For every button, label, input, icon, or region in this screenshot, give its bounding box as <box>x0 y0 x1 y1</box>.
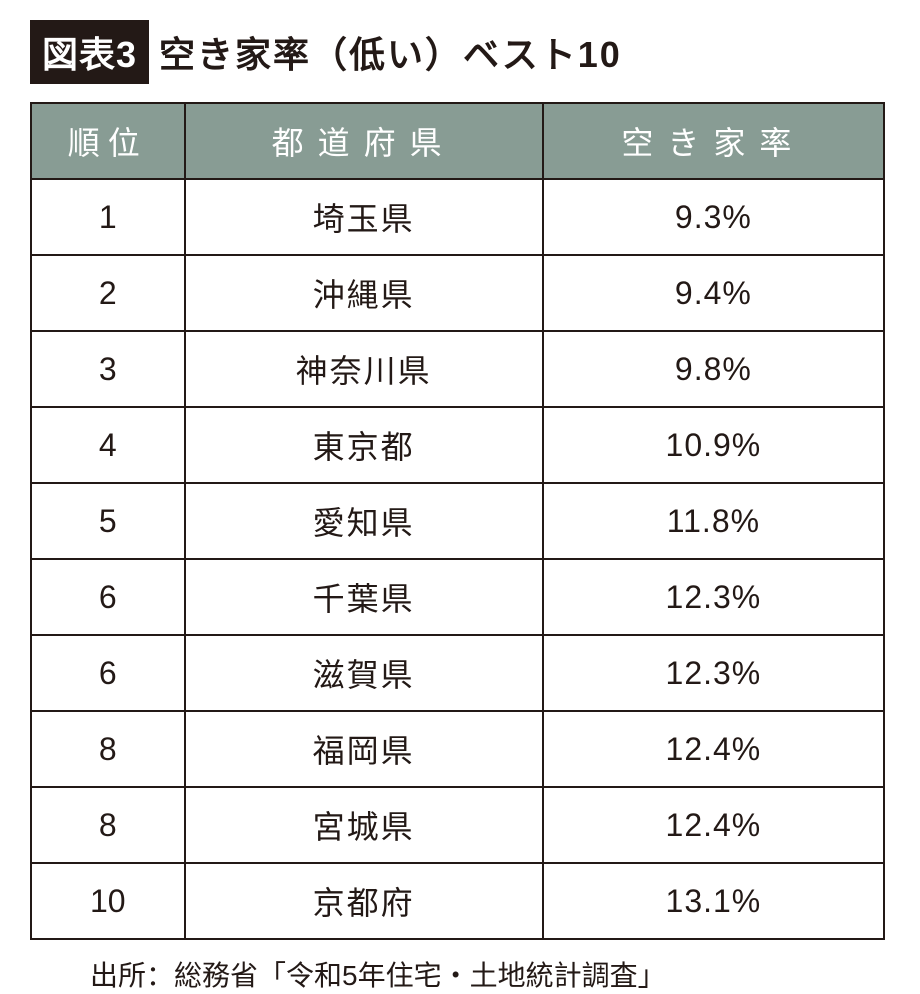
figure-title-row: 図表3 空き家率（低い）ベスト10 <box>30 20 885 84</box>
source-note: 出所：総務省「令和5年住宅・土地統計調査」 <box>30 954 885 994</box>
cell-prefecture: 埼玉県 <box>185 179 543 255</box>
cell-prefecture: 宮城県 <box>185 787 543 863</box>
table-row: 5 愛知県 11.8% <box>31 483 884 559</box>
figure-title: 空き家率（低い）ベスト10 <box>159 26 622 78</box>
table-body: 1 埼玉県 9.3% 2 沖縄県 9.4% 3 神奈川県 9.8% 4 東京都 … <box>31 179 884 939</box>
cell-rank: 8 <box>31 787 185 863</box>
cell-rank: 4 <box>31 407 185 483</box>
cell-prefecture: 京都府 <box>185 863 543 939</box>
cell-prefecture: 滋賀県 <box>185 635 543 711</box>
cell-prefecture: 神奈川県 <box>185 331 543 407</box>
cell-rank: 6 <box>31 635 185 711</box>
column-header-rate: 空き家率 <box>543 103 884 179</box>
cell-rank: 1 <box>31 179 185 255</box>
table-row: 2 沖縄県 9.4% <box>31 255 884 331</box>
cell-rate: 10.9% <box>543 407 884 483</box>
ranking-table: 順位 都道府県 空き家率 1 埼玉県 9.3% 2 沖縄県 9.4% 3 神奈川… <box>30 102 885 940</box>
table-row: 8 宮城県 12.4% <box>31 787 884 863</box>
cell-rate: 12.3% <box>543 559 884 635</box>
cell-rate: 11.8% <box>543 483 884 559</box>
cell-rank: 5 <box>31 483 185 559</box>
cell-prefecture: 千葉県 <box>185 559 543 635</box>
cell-rate: 9.8% <box>543 331 884 407</box>
cell-prefecture: 愛知県 <box>185 483 543 559</box>
cell-prefecture: 福岡県 <box>185 711 543 787</box>
cell-rate: 12.4% <box>543 787 884 863</box>
table-row: 10 京都府 13.1% <box>31 863 884 939</box>
figure-badge: 図表3 <box>30 20 149 84</box>
cell-rate: 12.4% <box>543 711 884 787</box>
table-row: 8 福岡県 12.4% <box>31 711 884 787</box>
cell-prefecture: 東京都 <box>185 407 543 483</box>
column-header-prefecture: 都道府県 <box>185 103 543 179</box>
cell-rank: 3 <box>31 331 185 407</box>
cell-rate: 13.1% <box>543 863 884 939</box>
cell-rate: 12.3% <box>543 635 884 711</box>
table-row: 4 東京都 10.9% <box>31 407 884 483</box>
table-row: 1 埼玉県 9.3% <box>31 179 884 255</box>
table-row: 6 千葉県 12.3% <box>31 559 884 635</box>
cell-rank: 6 <box>31 559 185 635</box>
cell-prefecture: 沖縄県 <box>185 255 543 331</box>
cell-rate: 9.3% <box>543 179 884 255</box>
cell-rank: 10 <box>31 863 185 939</box>
table-row: 6 滋賀県 12.3% <box>31 635 884 711</box>
table-row: 3 神奈川県 9.8% <box>31 331 884 407</box>
cell-rate: 9.4% <box>543 255 884 331</box>
cell-rank: 2 <box>31 255 185 331</box>
column-header-rank: 順位 <box>31 103 185 179</box>
cell-rank: 8 <box>31 711 185 787</box>
table-header-row: 順位 都道府県 空き家率 <box>31 103 884 179</box>
